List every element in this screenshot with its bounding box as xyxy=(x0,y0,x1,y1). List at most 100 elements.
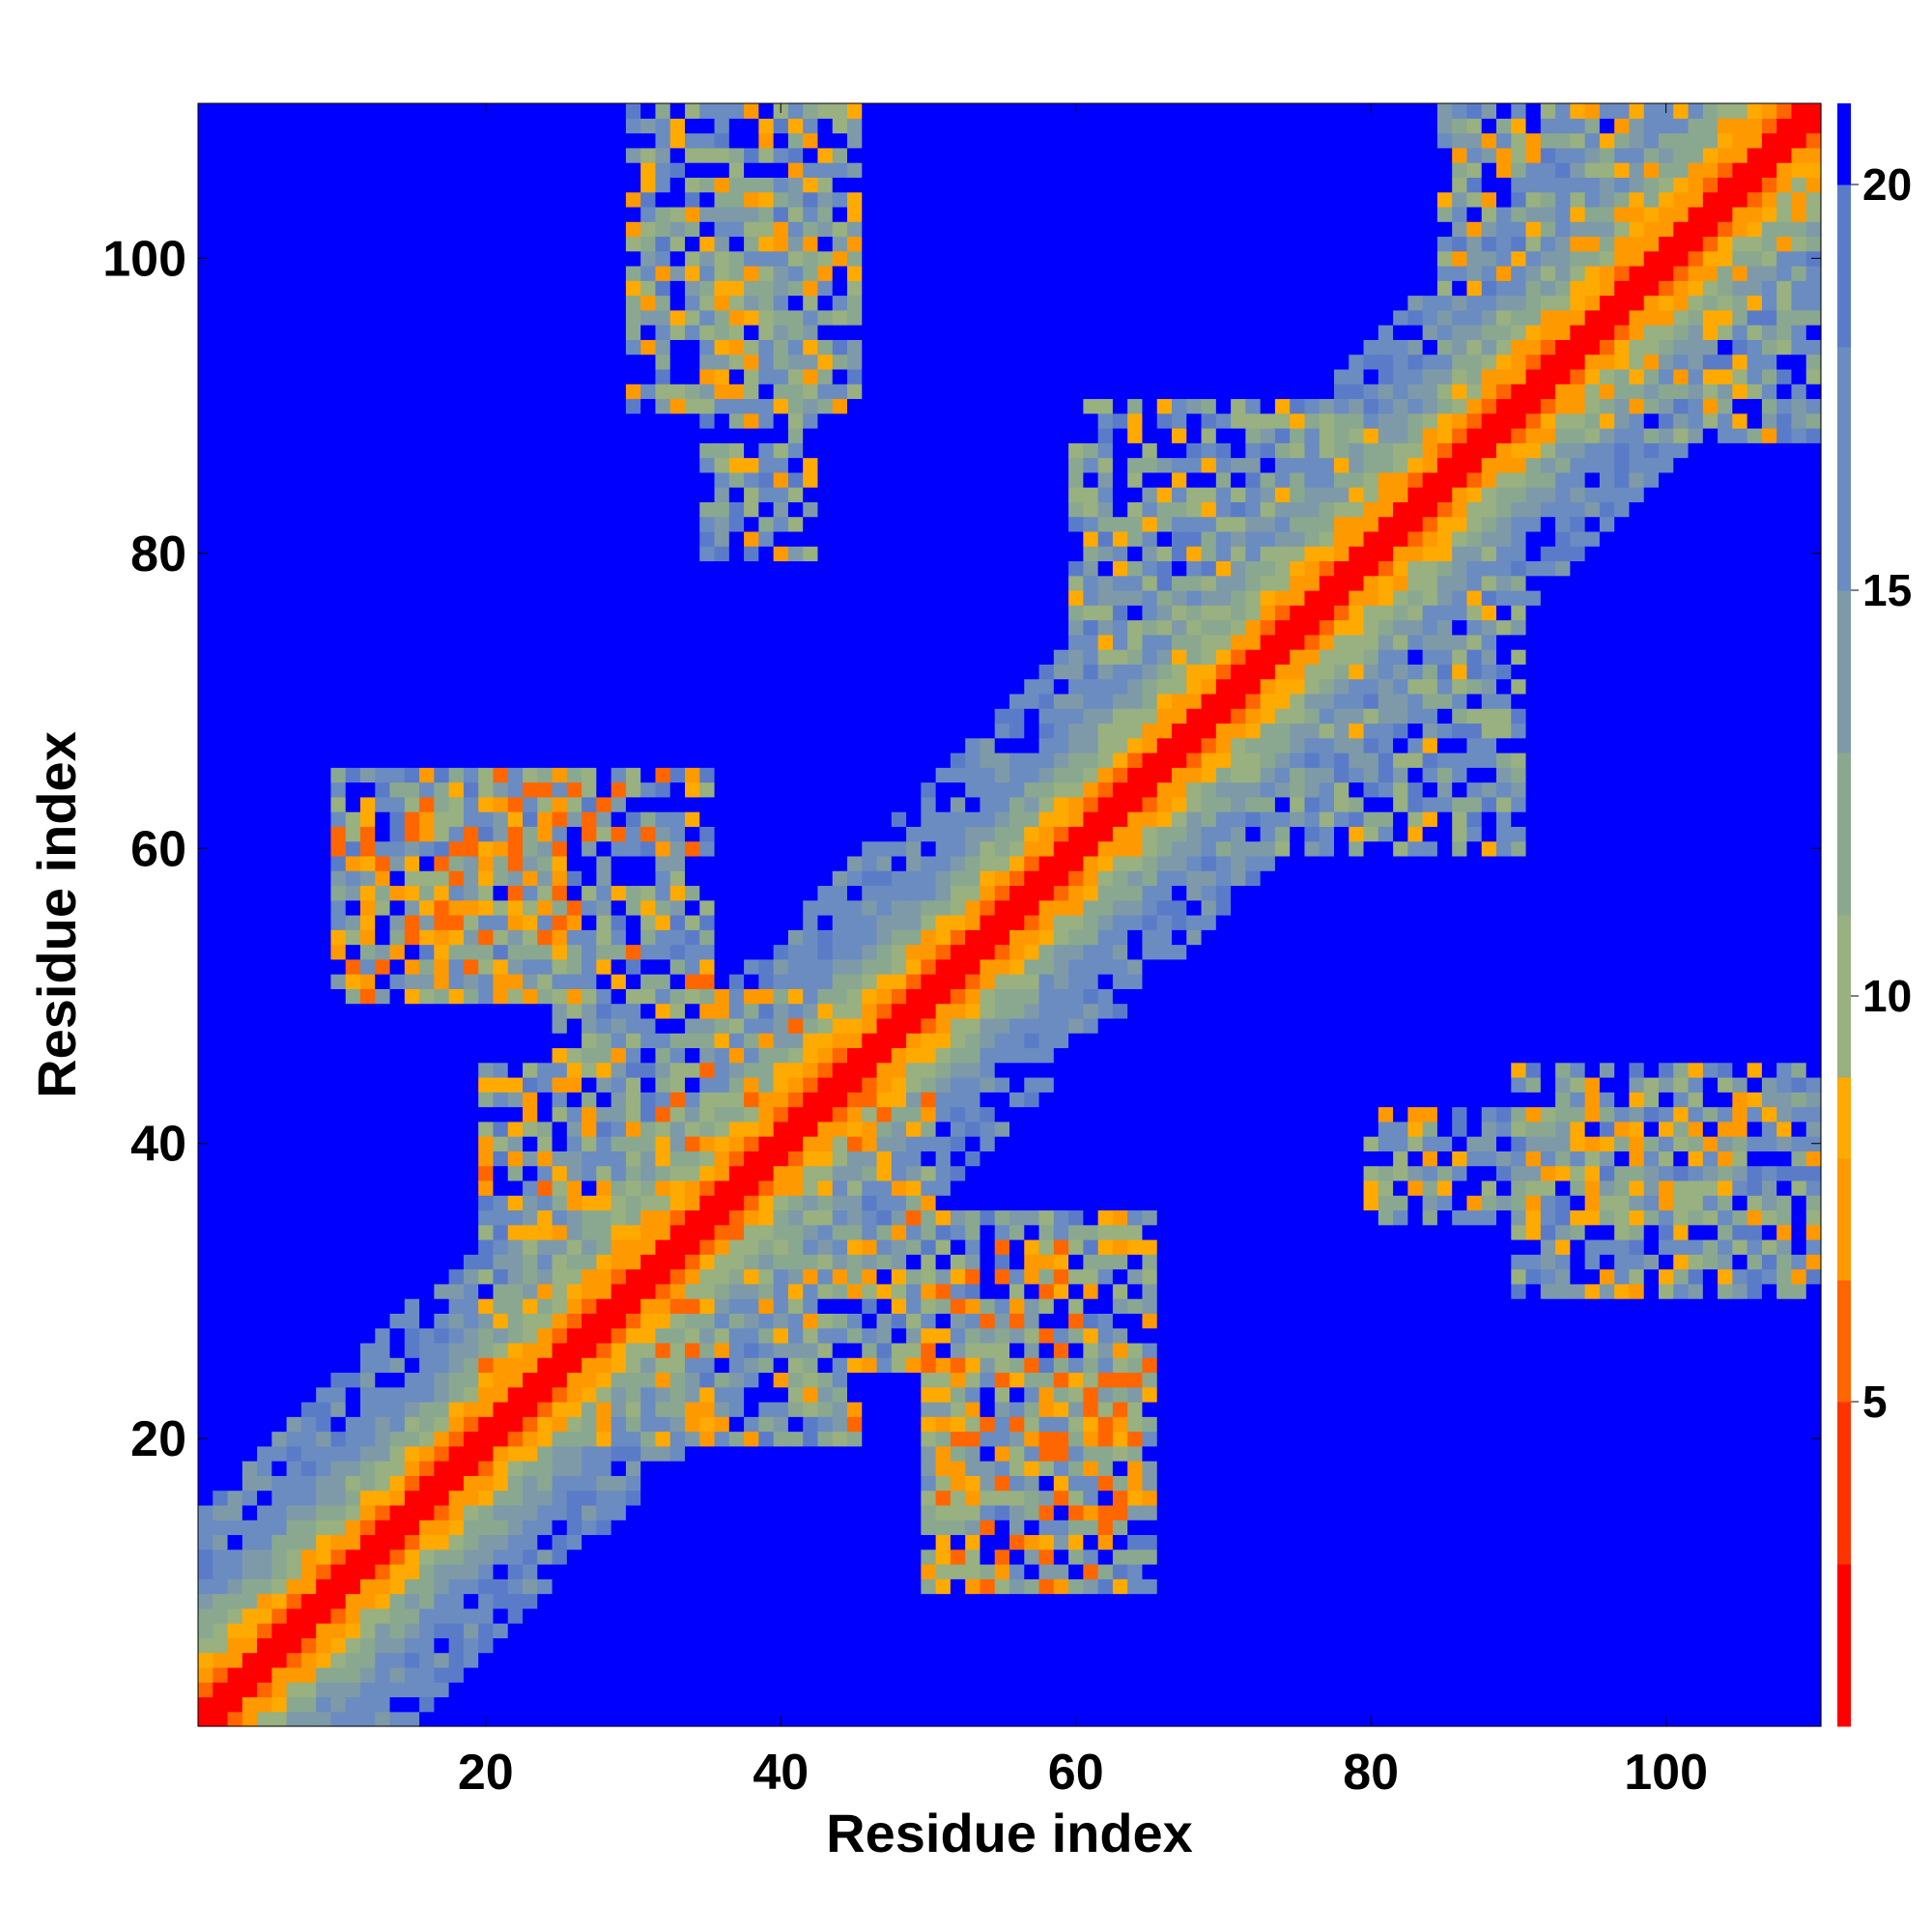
heatmap-cell xyxy=(300,753,317,768)
heatmap-cell xyxy=(419,546,435,562)
heatmap-cell xyxy=(699,442,716,459)
heatmap-cell xyxy=(685,487,700,502)
heatmap-cell xyxy=(537,546,554,562)
heatmap-cell xyxy=(655,767,671,783)
heatmap-cell xyxy=(566,1092,582,1108)
heatmap-cell xyxy=(669,560,686,577)
heatmap-cell xyxy=(257,530,272,547)
heatmap-cell xyxy=(360,147,376,163)
heatmap-cell xyxy=(286,796,302,812)
heatmap-cell xyxy=(198,781,213,798)
heatmap-cell xyxy=(330,1696,347,1713)
heatmap-cell xyxy=(611,1564,627,1579)
heatmap-cell xyxy=(699,1254,716,1270)
heatmap-cell xyxy=(655,899,671,916)
heatmap-cell xyxy=(714,575,730,591)
heatmap-cell xyxy=(744,988,759,1005)
heatmap-cell xyxy=(803,325,819,340)
heatmap-cell xyxy=(728,974,745,989)
heatmap-cell xyxy=(596,1461,612,1476)
heatmap-cell xyxy=(286,708,302,724)
heatmap-cell xyxy=(419,899,435,916)
heatmap-cell xyxy=(227,840,243,857)
heatmap-cell xyxy=(389,1062,406,1078)
heatmap-cell xyxy=(758,664,775,680)
heatmap-cell xyxy=(566,590,582,606)
heatmap-cell xyxy=(758,811,775,827)
heatmap-cell xyxy=(596,1342,612,1358)
heatmap-cell xyxy=(744,177,759,193)
heatmap-cell xyxy=(787,1578,804,1595)
heatmap-cell xyxy=(478,870,495,887)
heatmap-cell xyxy=(625,1357,641,1374)
heatmap-cell xyxy=(847,1136,863,1151)
heatmap-cell xyxy=(832,236,848,252)
heatmap-cell xyxy=(640,1564,657,1579)
heatmap-cell xyxy=(685,206,700,222)
heatmap-cell xyxy=(699,162,716,178)
heatmap-cell xyxy=(552,753,568,768)
heatmap-cell xyxy=(611,1092,627,1108)
heatmap-cell xyxy=(271,1475,288,1492)
heatmap-cell xyxy=(787,1564,804,1579)
heatmap-cell xyxy=(316,1062,332,1078)
heatmap-cell xyxy=(596,1239,612,1255)
heatmap-cell xyxy=(744,1327,759,1344)
heatmap-cell xyxy=(227,1092,243,1108)
heatmap-cell xyxy=(242,1666,258,1683)
heatmap-cell xyxy=(463,1003,479,1019)
heatmap-cell xyxy=(463,1475,479,1492)
heatmap-cell xyxy=(507,1696,524,1713)
heatmap-cell xyxy=(316,1431,332,1447)
heatmap-cell xyxy=(360,1490,376,1506)
heatmap-cell xyxy=(596,325,612,340)
heatmap-cell xyxy=(685,870,700,887)
heatmap-cell xyxy=(213,206,229,222)
heatmap-cell xyxy=(523,1254,538,1270)
heatmap-cell xyxy=(611,1062,627,1078)
heatmap-cell xyxy=(316,1416,332,1433)
heatmap-cell xyxy=(493,1017,509,1034)
heatmap-cell xyxy=(714,1283,730,1299)
heatmap-cell xyxy=(625,1431,641,1447)
heatmap-cell xyxy=(227,250,243,267)
heatmap-cell xyxy=(566,221,582,238)
heatmap-cell xyxy=(316,1327,332,1344)
heatmap-cell xyxy=(847,487,863,502)
heatmap-cell xyxy=(300,723,317,739)
heatmap-cell xyxy=(360,708,376,724)
heatmap-cell xyxy=(803,1402,819,1417)
heatmap-cell xyxy=(242,590,258,606)
heatmap-cell xyxy=(699,501,716,518)
heatmap-cell xyxy=(507,1490,524,1506)
heatmap-cell xyxy=(271,177,288,193)
heatmap-cell xyxy=(744,1254,759,1270)
heatmap-cell xyxy=(552,1431,568,1447)
heatmap-cell xyxy=(596,1313,612,1329)
heatmap-cell xyxy=(419,1017,435,1034)
heatmap-cell xyxy=(242,1283,258,1299)
heatmap-cell xyxy=(419,1121,435,1137)
heatmap-cell xyxy=(493,590,509,606)
heatmap-cell xyxy=(507,384,524,400)
heatmap-cell xyxy=(330,1564,347,1579)
heatmap-cell xyxy=(389,693,406,709)
heatmap-cell xyxy=(257,1445,272,1462)
heatmap-cell xyxy=(257,339,272,355)
heatmap-cell xyxy=(758,546,775,562)
heatmap-cell xyxy=(699,855,716,871)
heatmap-cell xyxy=(744,840,759,857)
heatmap-cell xyxy=(478,723,495,739)
heatmap-cell xyxy=(552,826,568,842)
heatmap-cell xyxy=(552,796,568,812)
heatmap-cell xyxy=(787,412,804,429)
heatmap-cell xyxy=(330,1239,347,1255)
heatmap-cell xyxy=(345,280,361,297)
heatmap-cell xyxy=(566,840,582,857)
heatmap-cell xyxy=(640,1623,657,1638)
heatmap-cell xyxy=(566,1652,582,1668)
heatmap-cell xyxy=(832,870,848,887)
heatmap-cell xyxy=(286,1548,302,1565)
heatmap-cell xyxy=(582,1283,597,1299)
heatmap-cell xyxy=(404,1402,420,1417)
